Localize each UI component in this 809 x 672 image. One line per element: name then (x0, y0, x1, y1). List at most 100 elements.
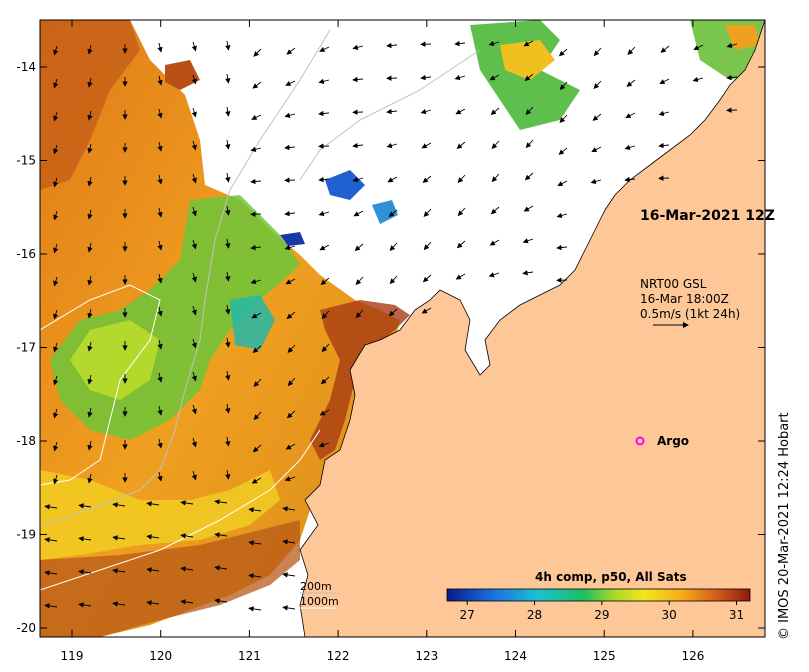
current-vector (593, 47, 602, 57)
current-vector (421, 142, 432, 149)
current-vector (282, 605, 296, 611)
current-vector (692, 76, 704, 83)
current-vector (191, 404, 197, 415)
current-vector (318, 442, 330, 448)
current-vector (319, 46, 330, 52)
current-vector (87, 209, 93, 220)
current-vector (250, 146, 262, 152)
current-vector (191, 74, 197, 85)
current-vector (180, 500, 194, 506)
current-vector (591, 146, 602, 153)
current-vector (726, 74, 738, 81)
current-vector (157, 141, 163, 152)
current-vector (454, 74, 466, 81)
contour-1000m-label: 1000m (300, 595, 339, 608)
colorbar-tick-label: 27 (460, 608, 475, 622)
current-vector (87, 473, 93, 484)
current-vector (214, 499, 228, 505)
current-vector (87, 308, 93, 319)
current-vector (455, 273, 466, 280)
lon-tick-label: 119 (61, 649, 84, 663)
current-vector (525, 106, 534, 115)
current-vector (53, 45, 59, 56)
current-vector (191, 239, 197, 250)
lat-tick-label: -16 (16, 247, 36, 261)
sst-blue-patch-2 (280, 232, 305, 246)
current-vector (248, 540, 262, 546)
current-vector (321, 343, 330, 353)
current-vector (523, 40, 534, 47)
current-vector (456, 141, 466, 149)
current-vector (78, 503, 92, 509)
current-vector (488, 272, 500, 278)
sst-orange-blob (165, 60, 200, 90)
current-vector (253, 411, 262, 421)
current-vector (558, 48, 568, 57)
current-vector (44, 603, 58, 609)
current-vector (87, 341, 93, 352)
current-vector (354, 243, 364, 251)
sst-south-strip (40, 520, 300, 637)
colorbar-ticks: 27 28 29 30 31 (460, 601, 744, 622)
current-vector (225, 40, 231, 51)
current-vector (252, 444, 262, 453)
longitude-axis: 119 120 121 122 123 124 125 126 (61, 20, 704, 663)
current-vector (285, 278, 296, 285)
current-vector (252, 81, 262, 89)
current-vector (87, 77, 93, 88)
current-vector (559, 114, 568, 123)
current-vector (53, 309, 59, 320)
current-vector (282, 539, 296, 545)
current-vector (87, 440, 93, 451)
current-vector (248, 573, 262, 579)
current-vector (53, 144, 59, 155)
current-vector (287, 377, 296, 387)
current-vector (318, 210, 330, 217)
latitude-axis: -14 -15 -16 -17 -18 -19 -20 (16, 60, 765, 635)
colorbar-ramp (446, 588, 751, 602)
current-vector (386, 142, 398, 149)
current-vector (251, 114, 262, 120)
current-vector (191, 272, 197, 283)
current-vector (191, 305, 197, 316)
lon-tick-label: 123 (415, 649, 438, 663)
current-vector (225, 205, 231, 216)
current-vector (658, 142, 670, 149)
current-vector (157, 339, 163, 350)
lon-tick-label: 125 (593, 649, 616, 663)
current-vector (388, 308, 398, 317)
current-vector (522, 238, 534, 244)
current-vector (225, 304, 231, 315)
argo-float-marker[interactable] (635, 436, 645, 446)
current-vector (112, 568, 126, 574)
current-vector (53, 441, 59, 452)
current-vector (225, 370, 231, 381)
current-vector (53, 243, 59, 254)
current-vector (455, 108, 466, 115)
current-vector (53, 375, 59, 386)
current-vector (286, 47, 296, 55)
current-vector (457, 207, 466, 217)
current-vector (78, 602, 92, 608)
current-vector (489, 74, 500, 81)
current-vector (284, 476, 296, 482)
current-vector (214, 532, 228, 538)
current-vector (146, 600, 160, 606)
colorbar-title: 4h comp, p50, All Sats (535, 570, 687, 584)
current-vector (146, 567, 160, 573)
current-vector (626, 79, 636, 87)
sst-cyan-patch (230, 295, 275, 350)
current-vector (355, 276, 364, 285)
current-vector (191, 41, 197, 52)
current-vector (225, 73, 231, 84)
current-vector (87, 176, 93, 187)
current-vector (320, 277, 330, 285)
current-vector (659, 78, 670, 85)
current-vector (87, 110, 93, 121)
current-vector (53, 78, 59, 89)
current-vector (590, 178, 602, 185)
lat-tick-label: -18 (16, 434, 36, 448)
current-vector (225, 436, 231, 447)
map-plot-area (40, 20, 765, 637)
